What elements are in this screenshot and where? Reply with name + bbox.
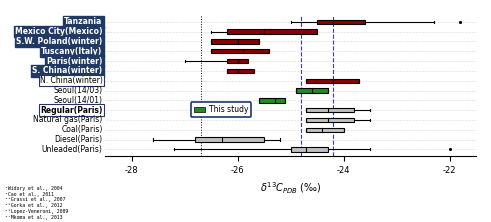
FancyBboxPatch shape [227, 30, 317, 34]
Text: Tuscany(Italy): Tuscany(Italy) [41, 47, 103, 56]
Text: 8: 8 [94, 19, 99, 24]
FancyBboxPatch shape [259, 98, 285, 103]
Text: Seoul(14/01): Seoul(14/01) [54, 96, 103, 105]
Text: 4: 4 [94, 39, 99, 44]
Text: 2: 2 [94, 68, 99, 73]
Text: ¹Widory et al., 2004
²Cao et al., 2011
²⁴Grassi et al., 2007
⁴⁵Gorka et al., 201: ¹Widory et al., 2004 ²Cao et al., 2011 ²… [5, 186, 68, 220]
FancyBboxPatch shape [296, 88, 327, 93]
FancyBboxPatch shape [227, 59, 248, 63]
Text: 5: 5 [94, 29, 99, 34]
FancyBboxPatch shape [306, 127, 344, 132]
FancyBboxPatch shape [306, 79, 359, 83]
FancyBboxPatch shape [211, 39, 259, 44]
FancyBboxPatch shape [227, 69, 253, 73]
Text: Unleaded(Paris): Unleaded(Paris) [42, 145, 103, 154]
Text: Mexico City(Mexico): Mexico City(Mexico) [15, 27, 103, 36]
Text: N. China(winter): N. China(winter) [40, 76, 103, 85]
Text: Seoul(14/03): Seoul(14/03) [54, 86, 103, 95]
Text: 3: 3 [94, 49, 99, 54]
Text: Coal(Paris): Coal(Paris) [61, 125, 103, 134]
Text: Diesel(Paris): Diesel(Paris) [55, 135, 103, 144]
Text: 1: 1 [94, 59, 99, 63]
FancyBboxPatch shape [317, 20, 365, 24]
Text: Regular(Paris): Regular(Paris) [40, 106, 103, 115]
FancyBboxPatch shape [195, 137, 264, 142]
X-axis label: $\delta^{13}C_{PDB}$ (‰): $\delta^{13}C_{PDB}$ (‰) [260, 180, 322, 196]
FancyBboxPatch shape [306, 108, 354, 112]
Legend: This study: This study [191, 102, 251, 117]
Text: S. China(winter): S. China(winter) [32, 66, 103, 75]
Text: Paris(winter): Paris(winter) [46, 57, 103, 65]
Text: Natural gas(Paris): Natural gas(Paris) [33, 115, 103, 125]
FancyBboxPatch shape [306, 118, 354, 122]
FancyBboxPatch shape [211, 49, 270, 54]
Text: Tanzania: Tanzania [64, 17, 103, 26]
FancyBboxPatch shape [291, 147, 327, 152]
Text: S.W. Poland(winter): S.W. Poland(winter) [16, 37, 103, 46]
